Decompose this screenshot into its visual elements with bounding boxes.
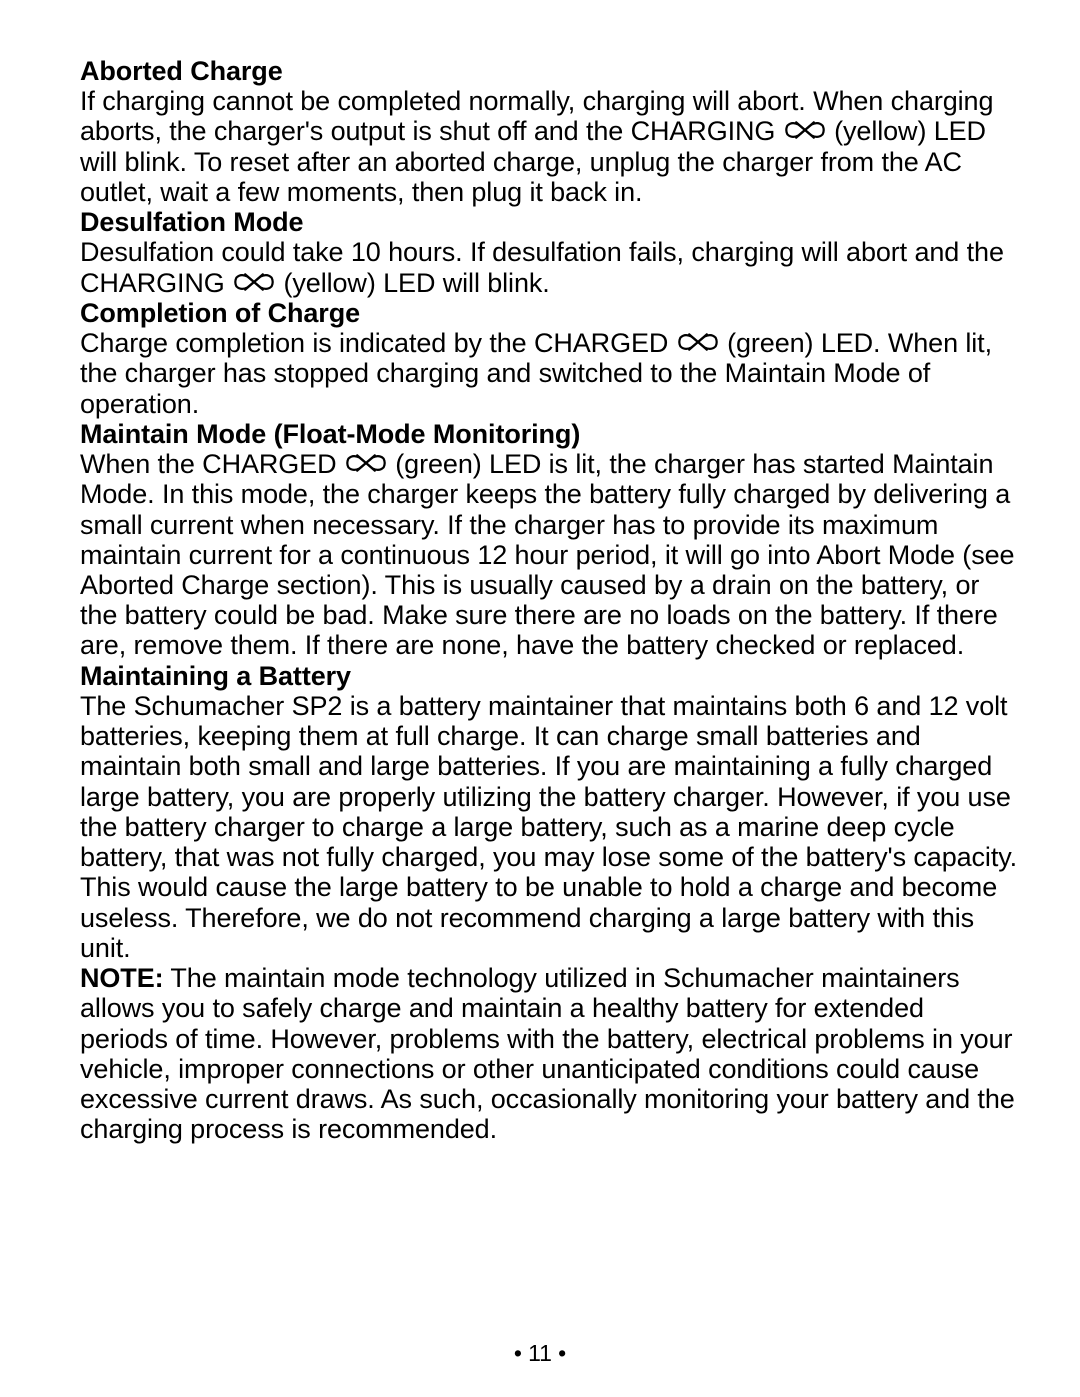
maintain-mode-text-b: (green) LED is lit, the charger has star…	[80, 449, 1014, 660]
section-note: NOTE: The maintain mode technology utili…	[80, 963, 1018, 1144]
note-body: The maintain mode technology utilized in…	[80, 963, 1015, 1144]
desulfation-text-b: (yellow) LED will blink.	[276, 268, 550, 298]
section-maintaining-battery: Maintaining a Battery The Schumacher SP2…	[80, 661, 1018, 963]
butterfly-icon	[783, 117, 827, 143]
butterfly-icon	[232, 269, 276, 295]
maintain-mode-title: Maintain Mode (Float-Mode Monitoring)	[80, 419, 580, 449]
completion-text-a: Charge completion is indicated by the CH…	[80, 328, 676, 358]
maintaining-battery-title: Maintaining a Battery	[80, 661, 351, 691]
butterfly-icon	[344, 450, 388, 476]
butterfly-icon	[676, 329, 720, 355]
page-number: • 11 •	[514, 1340, 566, 1366]
section-desulfation: Desulfation Mode Desulfation could take …	[80, 207, 1018, 298]
section-maintain-mode: Maintain Mode (Float-Mode Monitoring) Wh…	[80, 419, 1018, 661]
manual-page: Aborted Charge If charging cannot be com…	[0, 0, 1080, 1397]
section-aborted: Aborted Charge If charging cannot be com…	[80, 56, 1018, 207]
desulfation-title: Desulfation Mode	[80, 207, 303, 237]
note-label: NOTE:	[80, 963, 164, 993]
maintain-mode-text-a: When the CHARGED	[80, 449, 344, 479]
section-completion: Completion of Charge Charge completion i…	[80, 298, 1018, 419]
page-footer: • 11 •	[0, 1341, 1080, 1367]
completion-title: Completion of Charge	[80, 298, 360, 328]
maintaining-battery-text: The Schumacher SP2 is a battery maintain…	[80, 691, 1017, 963]
aborted-charge-title: Aborted Charge	[80, 56, 283, 86]
